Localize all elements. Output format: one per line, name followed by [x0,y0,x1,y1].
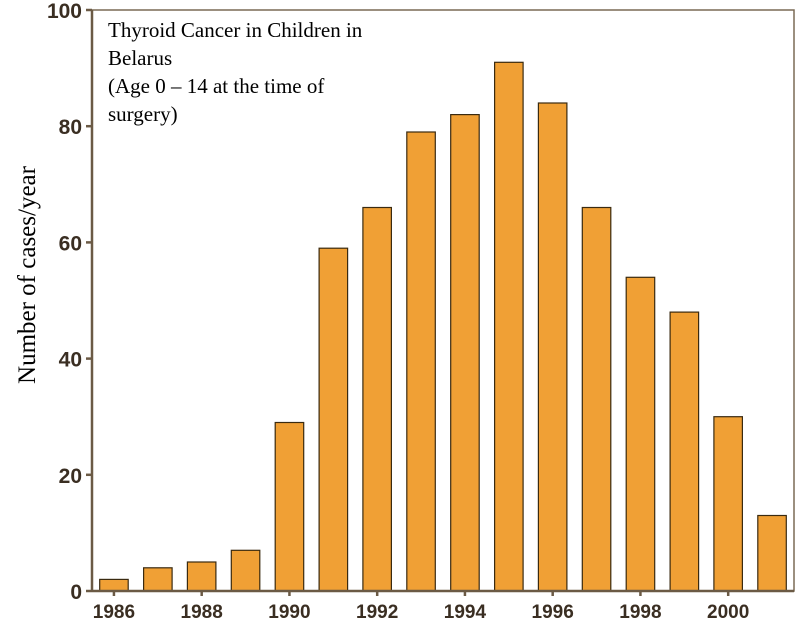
x-tick-label-1990: 1990 [268,602,310,623]
bar-2001 [757,514,787,592]
chart-title-line-1: Thyroid Cancer in Children in [108,18,363,42]
bar-1991 [318,247,349,592]
y-tick-label-20: 20 [59,465,82,488]
bar-1990 [274,421,305,592]
bars-group [99,61,787,592]
bar-1989 [230,549,261,592]
bar-1988 [186,561,217,592]
bar-1997 [581,206,612,592]
x-ticks-group: 1986 1988 1990 1992 1994 1996 1998 2000 [93,591,749,623]
x-tick-label-1992: 1992 [356,602,398,623]
bar-1987 [143,567,173,592]
bar-1996 [537,102,568,592]
y-tick-label-40: 40 [59,349,82,372]
bar-1995 [494,61,524,592]
y-tick-label-60: 60 [59,232,82,255]
bar-1998 [625,276,656,592]
bar-1992 [362,206,392,592]
chart-title: Thyroid Cancer in Children in Belarus (A… [108,18,368,126]
y-tick-label-100: 100 [47,0,82,23]
bar-1999 [669,311,700,592]
y-axis-label: Number of cases/year [14,165,41,384]
y-tick-label-0: 0 [70,581,82,604]
bar-1994 [450,113,480,592]
x-tick-label-1996: 1996 [532,602,574,623]
y-tick-label-80: 80 [59,116,82,139]
y-ticks-group: 0 20 40 60 80 100 [47,0,92,604]
x-tick-label-2000: 2000 [707,602,749,623]
x-tick-label-1994: 1994 [444,602,487,623]
bar-1993 [406,131,436,592]
chart-title-line-4: surgery) [108,102,178,126]
x-tick-label-1988: 1988 [181,602,223,623]
chart-title-line-3: (Age 0 – 14 at the time of [108,74,324,98]
x-tick-label-1986: 1986 [93,602,135,623]
bar-2000 [713,416,744,592]
x-tick-label-1998: 1998 [619,602,661,623]
bar-1986 [99,578,129,592]
chart-title-line-2: Belarus [108,46,172,70]
